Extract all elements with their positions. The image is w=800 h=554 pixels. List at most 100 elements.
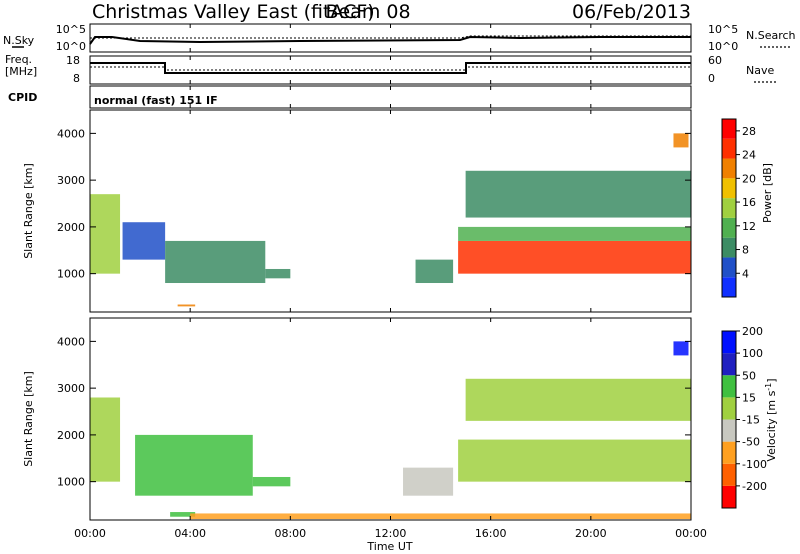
power-plot-area xyxy=(90,133,691,307)
noise-sky-line xyxy=(89,35,691,45)
station-title: Christmas Valley East (fitACF) xyxy=(92,1,375,23)
velocity-echo-region xyxy=(90,397,121,482)
colorbar-tick-label: 200 xyxy=(742,325,763,338)
colorbar-segment xyxy=(722,138,736,159)
power-echo-region xyxy=(458,226,691,241)
power-echo-region xyxy=(165,240,266,284)
colorbar-segment xyxy=(722,375,736,398)
colorbar-segment xyxy=(722,397,736,420)
power-colorbar: 4 8 12 16 20 24 28 xyxy=(721,118,756,298)
colorbar-segment xyxy=(722,331,736,354)
noise-left-tick-bottom: 10^0 xyxy=(56,40,86,53)
y-tick-label: 4000 xyxy=(57,127,85,140)
y-tick-label: 3000 xyxy=(57,174,85,187)
power-echo-region xyxy=(673,133,689,148)
velocity-colorbar-label-close: ] xyxy=(765,378,778,382)
velocity-echo-region xyxy=(190,513,691,520)
time-tick-label: 08:00 xyxy=(274,527,306,540)
frequency-line xyxy=(90,62,691,74)
velocity-colorbar-label: Velocity [m s-1] xyxy=(764,378,778,461)
velocity-echo-region xyxy=(403,467,454,496)
beam-label: Beam 08 xyxy=(325,1,410,23)
frequency-left-tick-bottom: 8 xyxy=(73,72,80,85)
colorbar-tick-label: -15 xyxy=(742,414,760,427)
cpid-label: CPID xyxy=(8,91,37,104)
time-tick-label: 16:00 xyxy=(475,527,507,540)
frequency-right-tick-bottom: 0 xyxy=(708,72,715,85)
power-colorbar-label: Power [dB] xyxy=(761,163,774,223)
y-tick-label: 1000 xyxy=(57,476,85,489)
noise-sky-label: N.Sky xyxy=(3,34,35,47)
time-tick-label: 00:00 xyxy=(74,527,106,540)
noise-left-tick-top: 10^5 xyxy=(56,23,86,36)
time-axis-label: Time UT xyxy=(366,540,412,553)
frequency-label-line1: Freq. xyxy=(5,53,32,66)
time-tick-label: 12:00 xyxy=(375,527,407,540)
colorbar-tick-label: 15 xyxy=(742,391,756,404)
colorbar-tick-label: 28 xyxy=(742,125,756,138)
power-echo-region xyxy=(458,240,691,274)
velocity-colorbar-label-text: Velocity [m s xyxy=(765,390,778,461)
colorbar-segment xyxy=(722,119,736,139)
nave-line xyxy=(90,66,691,71)
noise-right-tick-top: 10^5 xyxy=(708,23,738,36)
colorbar-segment xyxy=(722,217,736,238)
colorbar-tick-label: 4 xyxy=(742,267,749,280)
colorbar-segment xyxy=(722,419,736,442)
time-axis: 00:00 04:00 08:00 12:00 16:00 20:00 00:00 xyxy=(74,24,707,540)
time-tick-label: 20:00 xyxy=(575,527,607,540)
y-tick-label: 2000 xyxy=(57,429,85,442)
colorbar-tick-label: 20 xyxy=(742,172,756,185)
power-echo-region xyxy=(265,268,291,279)
noise-right-tick-bottom: 10^0 xyxy=(708,40,738,53)
colorbar-tick-label: 8 xyxy=(742,244,749,257)
nave-label: Nave xyxy=(746,64,774,77)
frequency-right-tick-top: 60 xyxy=(708,54,722,67)
time-tick-label: 04:00 xyxy=(174,527,206,540)
power-y-axis: 1000 2000 3000 4000 xyxy=(57,127,691,281)
colorbar-tick-label: 16 xyxy=(742,196,756,209)
velocity-colorbar: -200 -100 -50 -15 15 50 100 200 xyxy=(721,325,767,509)
date-label: 06/Feb/2013 xyxy=(572,1,691,23)
colorbar-tick-label: 50 xyxy=(742,369,756,382)
velocity-echo-region xyxy=(252,476,291,487)
velocity-echo-region xyxy=(170,512,196,517)
power-y-axis-label: Slant Range [km] xyxy=(22,163,35,259)
power-echo-region xyxy=(122,222,166,260)
colorbar-segment xyxy=(722,463,736,486)
velocity-echo-region xyxy=(135,434,253,496)
cpid-text: normal (fast) 151 IF xyxy=(94,94,218,107)
colorbar-tick-label: -50 xyxy=(742,436,760,449)
velocity-plot-area xyxy=(90,341,691,520)
colorbar-segment xyxy=(722,277,736,297)
colorbar-segment xyxy=(722,158,736,179)
colorbar-tick-label: -100 xyxy=(742,458,767,471)
power-echo-region xyxy=(465,170,691,218)
colorbar-segment xyxy=(722,198,736,218)
colorbar-tick-label: 24 xyxy=(742,149,756,162)
velocity-colorbar-label-exp: -1 xyxy=(764,383,773,391)
colorbar-tick-label: 12 xyxy=(742,220,756,233)
velocity-echo-region xyxy=(465,378,691,421)
colorbar-tick-label: 100 xyxy=(742,347,763,360)
colorbar-segment xyxy=(722,353,736,376)
velocity-y-axis: 1000 2000 3000 4000 xyxy=(57,335,691,489)
frequency-left-tick-top: 18 xyxy=(66,54,80,67)
colorbar-segment xyxy=(722,441,736,464)
colorbar-frame xyxy=(721,118,737,298)
velocity-y-axis-label: Slant Range [km] xyxy=(22,371,35,467)
colorbar-segment xyxy=(722,485,736,508)
colorbar-tick-label: -200 xyxy=(742,480,767,493)
y-tick-label: 4000 xyxy=(57,335,85,348)
power-echo-region xyxy=(177,304,196,307)
colorbar-segment xyxy=(722,178,736,199)
y-tick-label: 1000 xyxy=(57,268,85,281)
noise-search-label: N.Search xyxy=(746,29,796,42)
y-tick-label: 3000 xyxy=(57,382,85,395)
y-tick-label: 2000 xyxy=(57,221,85,234)
noise-search-line xyxy=(90,35,691,39)
frequency-label-line2: [MHz] xyxy=(5,65,37,78)
power-echo-region xyxy=(90,194,121,274)
time-tick-label: 00:00 xyxy=(675,527,707,540)
